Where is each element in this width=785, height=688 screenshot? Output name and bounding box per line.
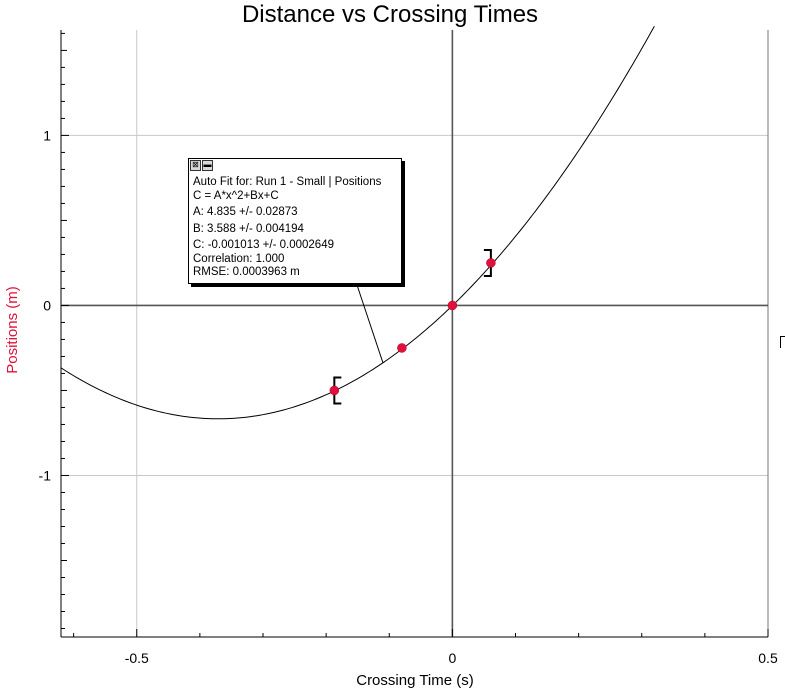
ticks	[61, 32, 769, 637]
scroll-edge-marker	[780, 336, 785, 348]
fit-leader-line	[355, 281, 384, 363]
fit-correlation: Correlation: 1.000	[193, 252, 285, 265]
x-tick-label: 0.5	[758, 650, 778, 666]
x-tick-label: -0.5	[125, 650, 149, 666]
fit-title: Auto Fit for: Run 1 - Small | Positions	[193, 176, 382, 188]
data-point	[447, 300, 458, 311]
fit-param-c: C: -0.001013 +/- 0.0002649	[193, 239, 334, 251]
x-tick-label: 0	[448, 650, 456, 666]
fit-curve	[60, 25, 655, 420]
menu-icon[interactable]: ▬	[202, 160, 213, 171]
data-point	[329, 385, 340, 396]
data-points	[329, 248, 496, 405]
tick-labels: -0.5 0 0.5 -1 0 1	[39, 127, 778, 666]
data-point	[397, 343, 407, 353]
axes	[60, 30, 769, 638]
y-tick-label: 1	[43, 127, 51, 143]
y-axis-title: Positions (m)	[4, 286, 21, 374]
x-axis-title: Crossing Time (s)	[356, 672, 474, 688]
y-tick-label: 0	[43, 297, 51, 313]
fit-rmse: RMSE: 0.0003963 m	[193, 266, 300, 278]
chart-title: Distance vs Crossing Times	[242, 1, 538, 28]
fit-param-b: B: 3.588 +/- 0.004194	[193, 222, 304, 235]
fit-equation: C = A*x^2+Bx+C	[193, 189, 279, 202]
y-tick-label: -1	[39, 467, 52, 483]
curve-fit-panel[interactable]: ⊠ ▬ Auto Fit for: Run 1 - Small | Positi…	[188, 158, 402, 284]
grid	[61, 30, 769, 637]
data-point	[486, 258, 496, 268]
close-icon[interactable]: ⊠	[190, 160, 201, 171]
fit-param-a: A: 4.835 +/- 0.02873	[193, 206, 298, 218]
